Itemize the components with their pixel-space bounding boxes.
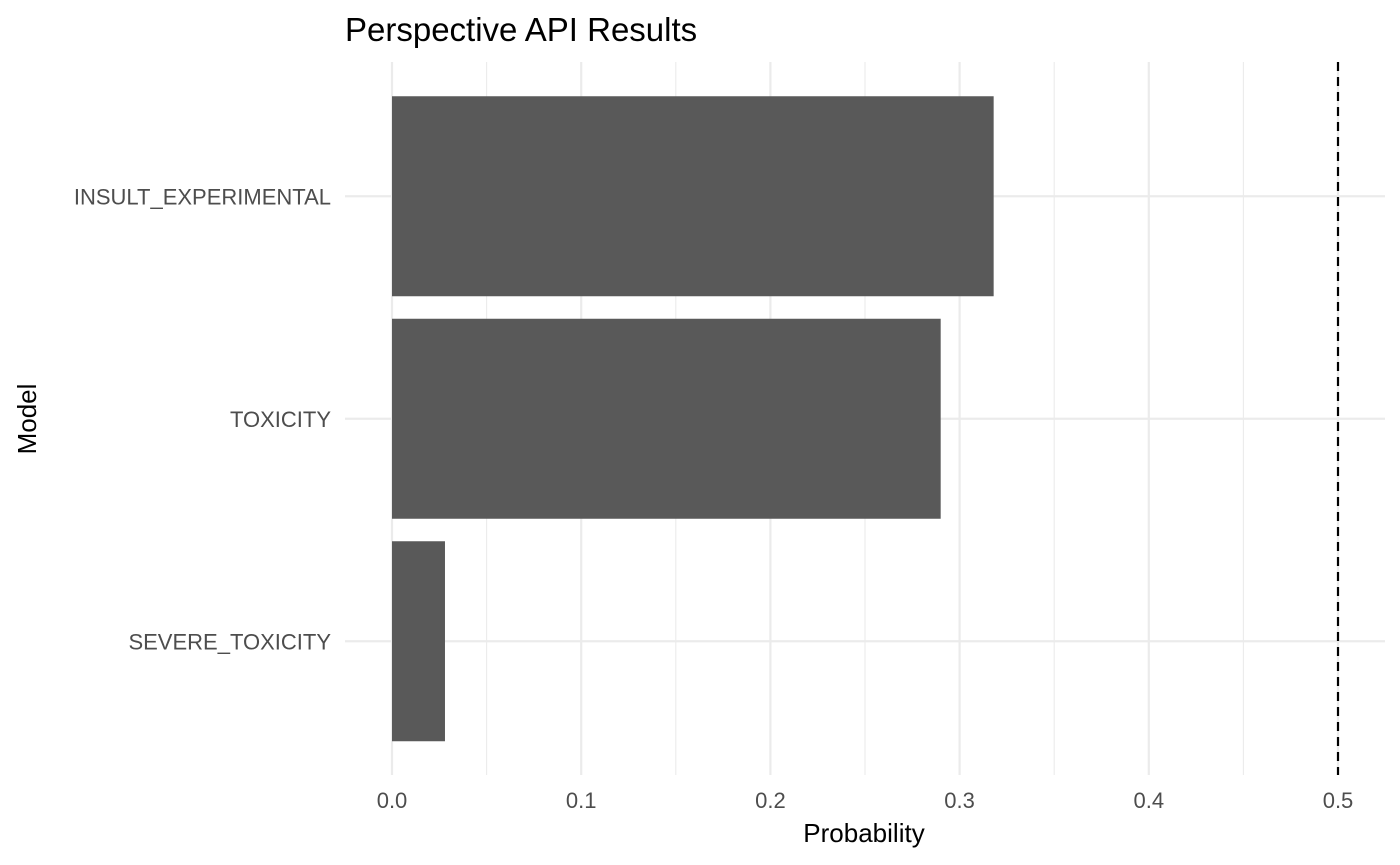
x-tick-label: 0.0 — [377, 788, 408, 813]
x-tick-label: 0.1 — [566, 788, 597, 813]
y-tick-label: INSULT_EXPERIMENTAL — [74, 184, 331, 209]
y-tick-label: TOXICITY — [230, 407, 331, 432]
y-tick-labels: INSULT_EXPERIMENTAL TOXICITY SEVERE_TOXICI… — [74, 184, 331, 654]
bar-severe-toxicity — [392, 541, 445, 742]
x-tick-label: 0.4 — [1134, 788, 1165, 813]
y-tick-label: SEVERE_TOXICITY — [128, 629, 331, 654]
bar-toxicity — [392, 318, 941, 519]
chart-title: Perspective API Results — [345, 11, 697, 48]
x-tick-label: 0.3 — [944, 788, 975, 813]
bar-insult-experimental — [392, 96, 994, 297]
bars — [392, 96, 994, 742]
x-tick-label: 0.5 — [1323, 788, 1354, 813]
y-axis-title: Model — [12, 384, 42, 455]
x-tick-label: 0.2 — [755, 788, 786, 813]
x-tick-labels: 0.0 0.1 0.2 0.3 0.4 0.5 — [377, 788, 1354, 813]
x-axis-title: Probability — [803, 818, 924, 848]
